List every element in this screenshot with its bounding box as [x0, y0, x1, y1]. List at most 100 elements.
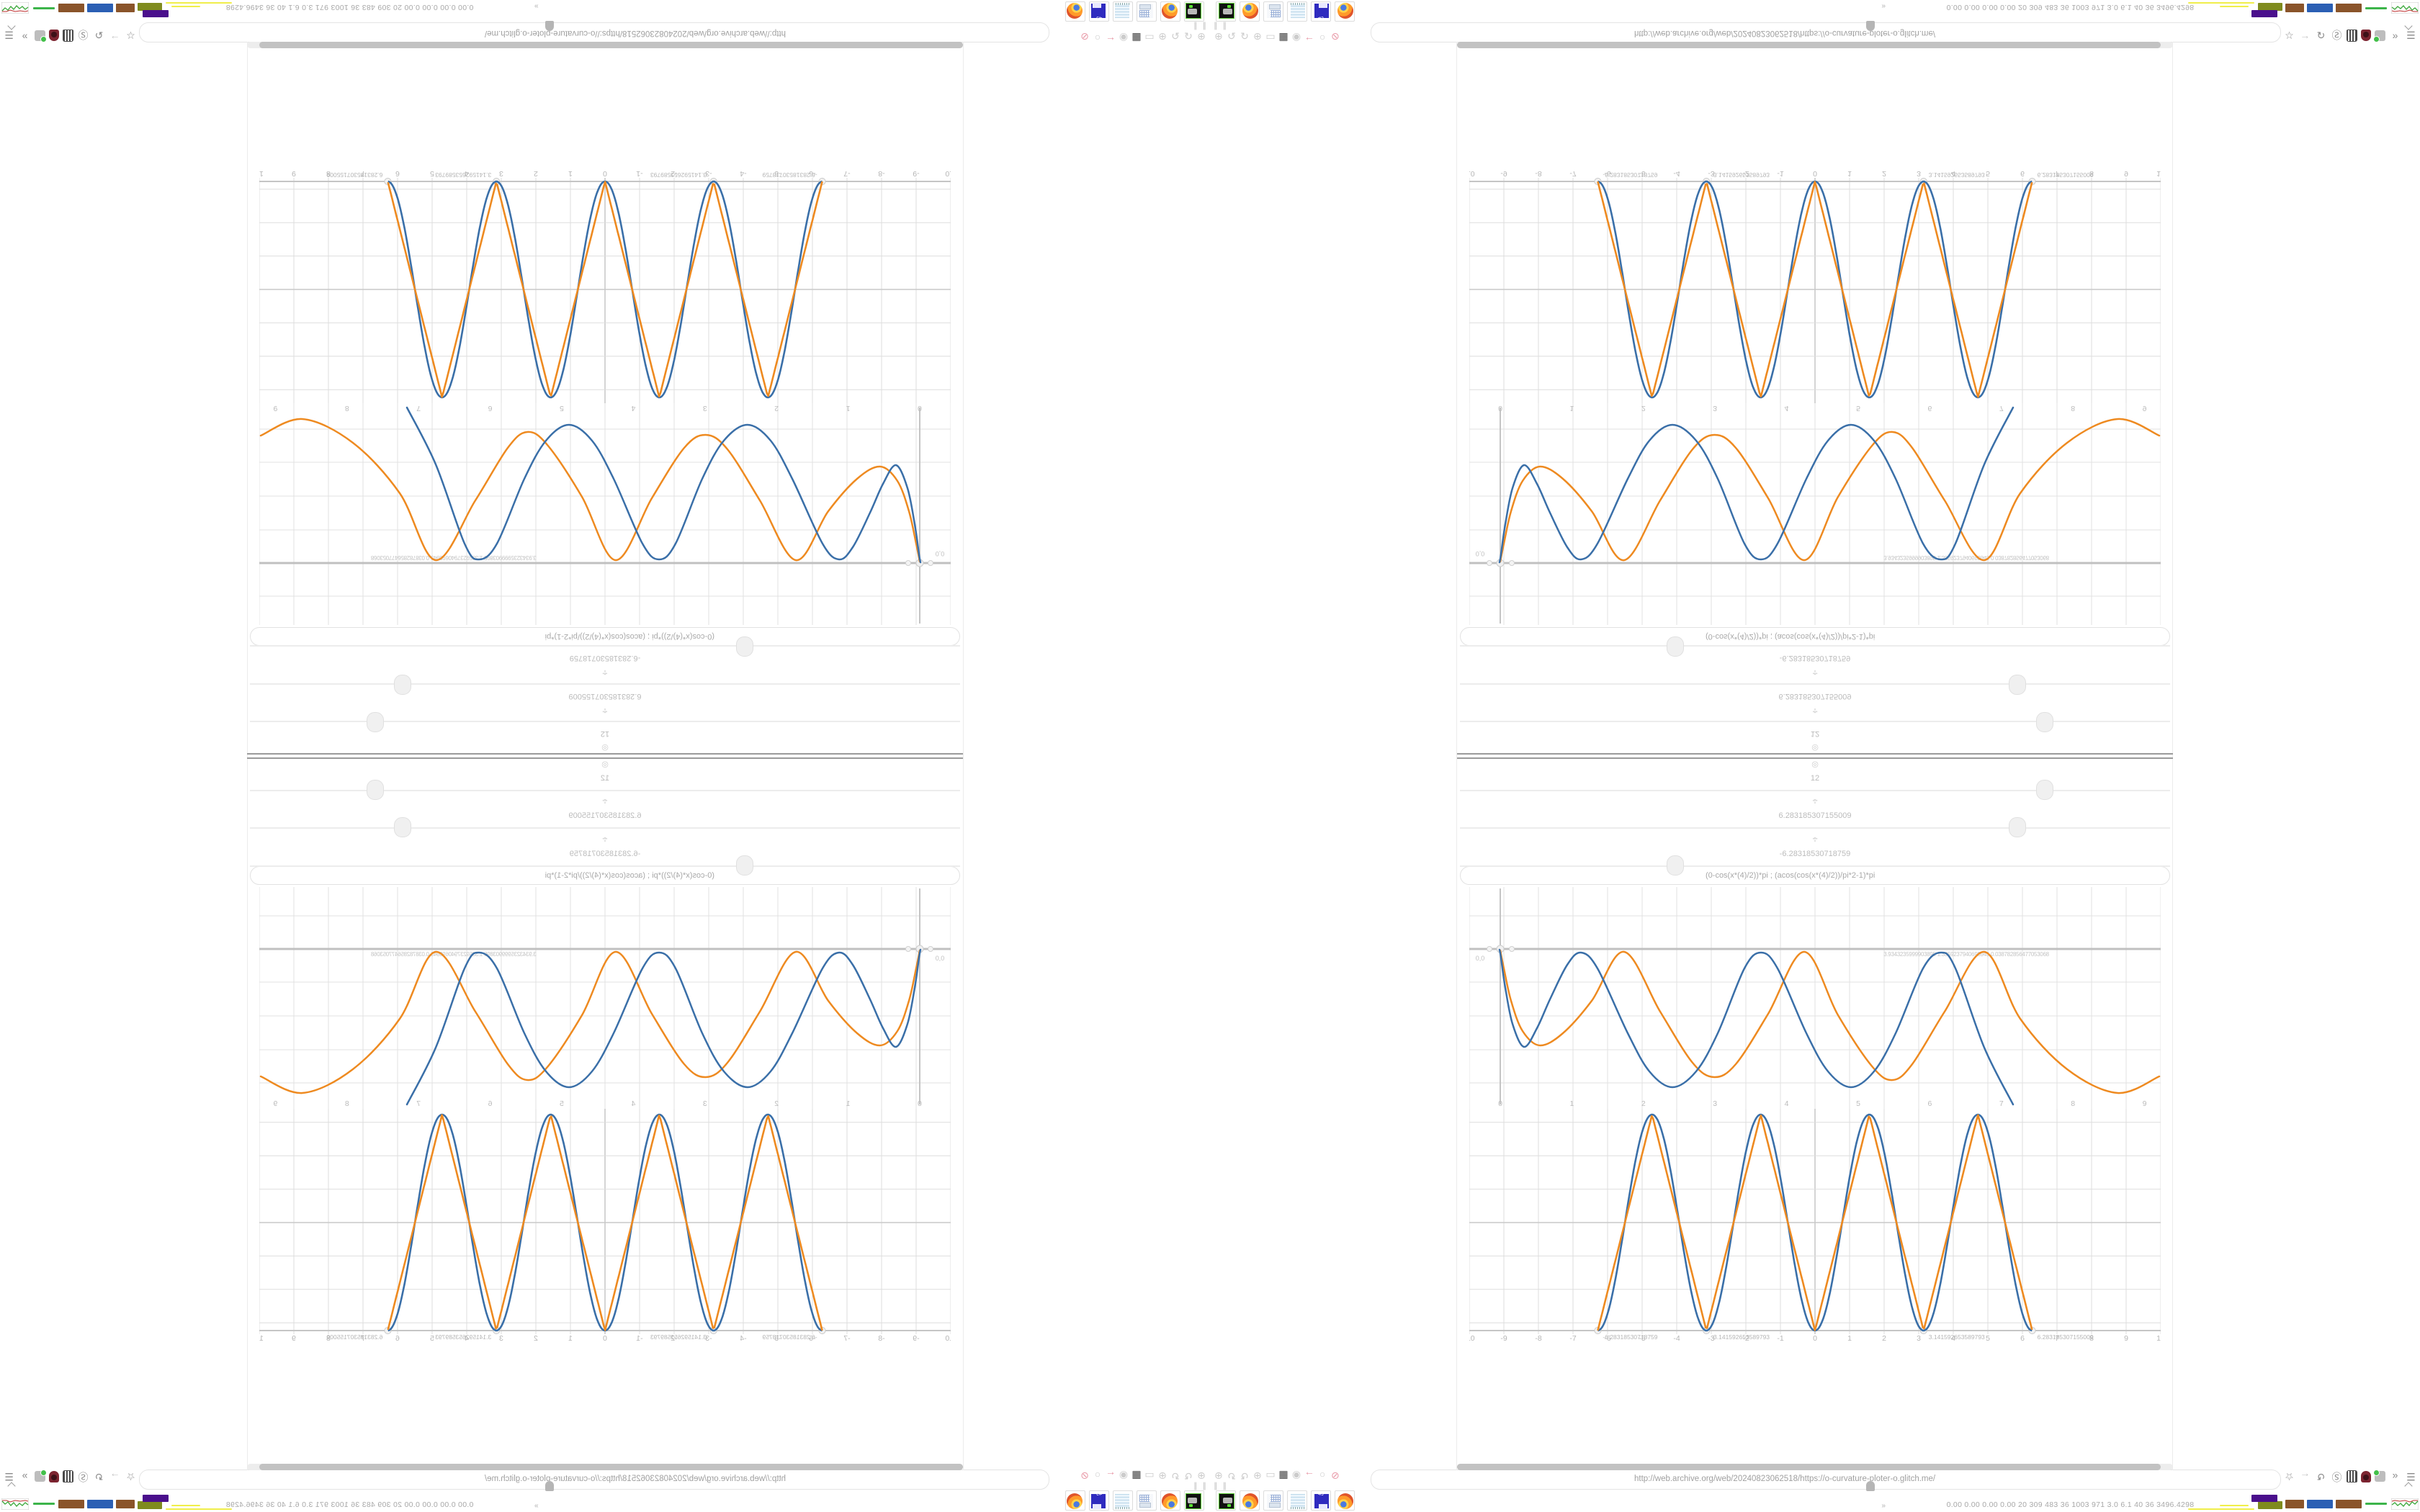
extension-puzzle-icon[interactable] [2375, 30, 2385, 41]
screenshot-camera-icon[interactable] [1184, 1490, 1204, 1511]
move-handle-icon[interactable]: ↔ ↕ [1811, 706, 1819, 715]
zoom-plus-icon[interactable]: ⊕ [1158, 30, 1167, 42]
firefox-icon[interactable] [1335, 1490, 1355, 1511]
floppy-disk-icon[interactable]: 49 [1089, 1, 1109, 22]
hamburger-menu-icon[interactable]: ☰ [4, 1471, 14, 1482]
trash-icon[interactable]: ▦ [1278, 1470, 1289, 1482]
redo-curl-icon[interactable]: ↻ [1184, 1470, 1193, 1482]
arrow-icon[interactable]: → [1304, 30, 1314, 42]
slider-thumb[interactable] [736, 855, 753, 876]
redo-curl-icon[interactable]: ↻ [1227, 30, 1236, 42]
shield-extension-icon[interactable] [49, 1471, 59, 1482]
move-handle-icon[interactable]: ↔ ↕ [601, 835, 609, 844]
badge-icon[interactable]: ◉ [1119, 30, 1129, 42]
scrollbar-thumb[interactable] [259, 42, 963, 48]
trash-extension-icon[interactable] [63, 29, 73, 42]
lock-slash-icon[interactable]: ⊘ [1331, 30, 1340, 42]
zoom-plus-icon[interactable]: ⊕ [1253, 1470, 1262, 1482]
firefox-icon[interactable] [1335, 1, 1355, 22]
refresh-icon[interactable]: ↺ [2316, 1471, 2326, 1482]
calculator-icon[interactable] [1263, 1, 1283, 22]
globe-icon[interactable]: Ⓢ [2331, 30, 2342, 41]
slider-thumb[interactable] [736, 636, 753, 657]
statusbar-expand-chevron[interactable]: « [1881, 2, 1886, 10]
url-bar[interactable]: http://web.archive.org/web/2024082306251… [139, 22, 1049, 42]
reset-circle-icon[interactable]: ◎ [601, 743, 609, 752]
wave-plot[interactable]: -10-9-8-7-6-5-4-3-2-1012345678910-6.2831… [1469, 169, 2161, 403]
expression-input[interactable]: (0-cos(x*(4)/2))*pi ; (acos(cos(x*(4)/2)… [250, 627, 960, 646]
horizontal-scrollbar[interactable] [1457, 1464, 2173, 1470]
notepad-icon[interactable] [1287, 1490, 1307, 1511]
globe-icon[interactable]: Ⓢ [2331, 1471, 2342, 1482]
slider-track[interactable] [1460, 865, 2170, 867]
globe-icon[interactable]: Ⓢ [78, 1471, 89, 1482]
statusbar-expand-chevron[interactable]: « [534, 2, 539, 10]
firefox-icon[interactable] [1065, 1490, 1085, 1511]
zoom-plus-icon[interactable]: ⊕ [1158, 1470, 1167, 1482]
slider-thumb[interactable] [1667, 855, 1684, 876]
zoom-plus-icon[interactable]: ⊕ [1197, 30, 1206, 42]
globe-icon[interactable]: Ⓢ [78, 30, 89, 41]
trash-extension-icon[interactable] [63, 1470, 73, 1483]
url-bar[interactable]: http://web.archive.org/web/2024082306251… [139, 1470, 1049, 1490]
shield-outline-icon[interactable]: ○ [1094, 30, 1101, 42]
extension-puzzle-icon[interactable] [35, 30, 47, 42]
reset-circle-icon[interactable]: ◎ [601, 760, 609, 769]
scrollbar-thumb[interactable] [1457, 1464, 2161, 1470]
site-info-shield-icon[interactable] [545, 1481, 554, 1491]
curvature-plot[interactable]: 0 1 2 3 4 5 6 7 8 9 3.9343235999903895 1.335923794… [259, 403, 951, 625]
notepad-icon[interactable] [1287, 1, 1307, 22]
slider-thumb[interactable] [367, 780, 384, 800]
slider-thumb[interactable] [394, 817, 411, 837]
shield-extension-icon[interactable] [2361, 30, 2371, 41]
back-arrow-icon[interactable]: ← [2300, 1471, 2311, 1482]
folder-icon[interactable]: ▭ [1265, 30, 1276, 42]
calculator-icon[interactable] [1263, 1490, 1283, 1511]
slider-thumb[interactable] [367, 712, 384, 732]
floppy-disk-icon[interactable]: 49 [1311, 1490, 1331, 1511]
horizontal-scrollbar[interactable] [247, 1464, 963, 1470]
back-arrow-icon[interactable]: ← [2300, 30, 2311, 41]
folder-icon[interactable]: ▭ [1265, 1470, 1276, 1482]
slider-thumb[interactable] [2036, 780, 2053, 800]
expression-text[interactable]: (0-cos(x*(4)/2))*pi ; (acos(cos(x*(4)/2)… [544, 632, 714, 641]
expression-text[interactable]: (0-cos(x*(4)/2))*pi ; (acos(cos(x*(4)/2)… [1706, 632, 1876, 641]
curvature-plot[interactable]: 0 1 2 3 4 5 6 7 8 9 3.9343235999903895 1.335923794… [1469, 403, 2161, 625]
screenshot-camera-icon[interactable] [1216, 1490, 1236, 1511]
notepad-icon[interactable] [1113, 1, 1133, 22]
url-text[interactable]: http://web.archive.org/web/2024082306251… [1634, 1475, 1936, 1483]
floppy-disk-icon[interactable]: 49 [1311, 1, 1331, 22]
wave-plot[interactable]: -10-9-8-7-6-5-4-3-2-1012345678910-6.2831… [1469, 1109, 2161, 1343]
bookmark-star-icon[interactable]: ☆ [2285, 1471, 2294, 1482]
slider-track[interactable] [1460, 827, 2170, 829]
scrollbar-thumb[interactable] [1457, 42, 2161, 48]
collapse-chevron-icon[interactable]: « [2392, 30, 2398, 41]
slider-track[interactable] [1460, 645, 2170, 647]
url-bar[interactable]: http://web.archive.org/web/2024082306251… [1371, 22, 2281, 42]
shield-outline-icon[interactable]: ○ [1319, 30, 1326, 42]
reset-circle-icon[interactable]: ◎ [1811, 743, 1819, 752]
move-handle-icon[interactable]: ↔ ↕ [601, 668, 609, 677]
lock-slash-icon[interactable]: ⊘ [1331, 1470, 1340, 1482]
folder-icon[interactable]: ▭ [1144, 1470, 1155, 1482]
badge-icon[interactable]: ◉ [1119, 1470, 1129, 1482]
undo-curl-icon[interactable]: ↺ [1171, 1470, 1180, 1482]
curvature-plot[interactable]: 0 1 2 3 4 5 6 7 8 9 3.9343235999903895 1.335923794… [259, 887, 951, 1109]
firefox-icon[interactable] [1160, 1, 1180, 22]
trash-icon[interactable]: ▦ [1131, 1470, 1142, 1482]
refresh-icon[interactable]: ↺ [2316, 30, 2326, 41]
move-handle-icon[interactable]: ↔ ↕ [601, 706, 609, 715]
hamburger-menu-icon[interactable]: ☰ [2406, 30, 2416, 41]
slider-track[interactable] [1460, 683, 2170, 685]
statusbar-expand-chevron[interactable]: « [1881, 1502, 1886, 1510]
move-handle-icon[interactable]: ↔ ↕ [601, 797, 609, 806]
zoom-plus-icon[interactable]: ⊕ [1214, 1470, 1223, 1482]
site-info-shield-icon[interactable] [1866, 1481, 1875, 1491]
slider-track[interactable] [250, 645, 960, 647]
refresh-icon[interactable]: ↺ [94, 30, 104, 41]
expression-text[interactable]: (0-cos(x*(4)/2))*pi ; (acos(cos(x*(4)/2)… [544, 871, 714, 880]
bookmark-star-icon[interactable]: ☆ [2285, 30, 2294, 41]
expression-text[interactable]: (0-cos(x*(4)/2))*pi ; (acos(cos(x*(4)/2)… [1706, 871, 1876, 880]
slider-track[interactable] [250, 865, 960, 867]
undo-curl-icon[interactable]: ↺ [1240, 30, 1249, 42]
